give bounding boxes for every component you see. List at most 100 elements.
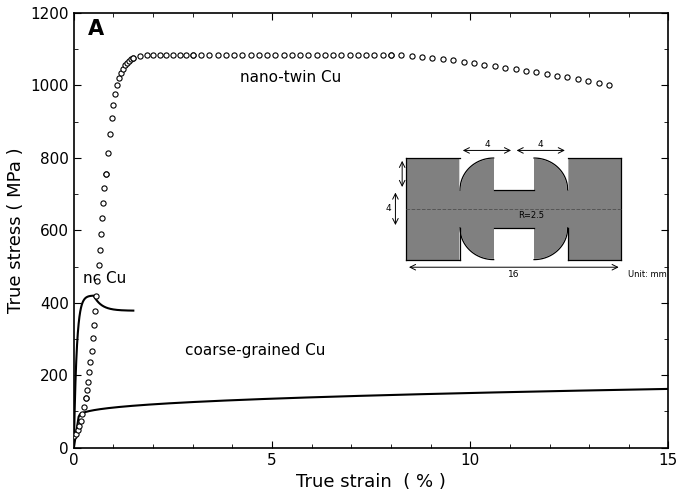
Point xyxy=(128,54,139,62)
Point xyxy=(128,54,139,62)
Point xyxy=(253,51,264,59)
Point xyxy=(141,51,152,59)
Point xyxy=(187,51,198,59)
Point xyxy=(396,51,407,59)
Text: A: A xyxy=(88,19,104,39)
Point xyxy=(469,59,479,67)
Point xyxy=(68,432,79,440)
Point xyxy=(134,52,145,60)
Point xyxy=(122,59,133,67)
Point xyxy=(92,277,103,285)
Point xyxy=(603,81,614,89)
Point xyxy=(77,410,88,418)
Point xyxy=(499,64,510,72)
Point xyxy=(80,393,91,401)
Point xyxy=(104,130,115,138)
Point xyxy=(221,51,232,59)
Point xyxy=(195,51,206,59)
Point xyxy=(91,292,102,300)
Point xyxy=(124,57,135,65)
Point xyxy=(100,170,111,178)
Point xyxy=(80,393,91,401)
Point xyxy=(83,377,94,385)
Point xyxy=(377,51,388,59)
Point xyxy=(126,55,137,63)
Point xyxy=(85,358,96,366)
Point xyxy=(112,81,123,89)
Point xyxy=(489,62,500,70)
Point xyxy=(86,347,97,355)
Point xyxy=(521,67,532,75)
Point xyxy=(108,101,119,109)
Point xyxy=(295,51,306,59)
Point xyxy=(114,74,125,82)
Point xyxy=(270,51,281,59)
Point xyxy=(154,51,165,59)
Point xyxy=(120,61,131,69)
Point xyxy=(593,79,604,87)
Point xyxy=(286,51,297,59)
Point xyxy=(416,53,427,61)
Point xyxy=(353,51,364,59)
Point xyxy=(448,56,459,64)
Point xyxy=(90,307,101,315)
Point xyxy=(79,403,90,411)
Point xyxy=(510,65,521,73)
Point xyxy=(161,51,172,59)
Point xyxy=(102,149,113,157)
Point xyxy=(229,51,240,59)
Point xyxy=(237,51,248,59)
Point xyxy=(438,55,449,63)
Point xyxy=(174,51,185,59)
Point xyxy=(386,51,397,59)
Point xyxy=(262,51,273,59)
Point xyxy=(369,51,380,59)
Point xyxy=(116,69,127,77)
Point xyxy=(541,70,552,78)
Point xyxy=(278,51,289,59)
Point xyxy=(71,430,82,438)
Point xyxy=(327,51,338,59)
Point xyxy=(148,51,159,59)
Point xyxy=(583,77,594,85)
Text: nano-twin Cu: nano-twin Cu xyxy=(240,70,342,85)
Point xyxy=(87,334,98,342)
Point xyxy=(531,68,542,76)
Text: coarse-grained Cu: coarse-grained Cu xyxy=(185,343,325,358)
Point xyxy=(386,51,397,59)
Point xyxy=(95,246,105,253)
Point xyxy=(118,65,129,73)
Point xyxy=(97,214,108,222)
Point xyxy=(82,386,92,394)
Point xyxy=(84,369,95,376)
Point xyxy=(245,51,256,59)
Text: nc Cu: nc Cu xyxy=(83,271,126,286)
Point xyxy=(187,51,198,59)
Point xyxy=(427,54,438,62)
Point xyxy=(406,52,417,60)
Point xyxy=(551,72,562,80)
Point xyxy=(110,90,121,98)
Point xyxy=(311,51,322,59)
Point xyxy=(479,61,490,69)
Point xyxy=(319,51,330,59)
Point xyxy=(344,51,355,59)
Point xyxy=(95,230,106,238)
Point xyxy=(336,51,347,59)
Point xyxy=(106,114,117,122)
Point xyxy=(303,51,314,59)
Point xyxy=(167,51,178,59)
Point xyxy=(74,422,85,430)
Point xyxy=(361,51,372,59)
Point xyxy=(100,170,111,178)
Point xyxy=(99,184,110,192)
Y-axis label: True stress ( MPa ): True stress ( MPa ) xyxy=(7,147,25,313)
Point xyxy=(98,199,109,207)
Point xyxy=(573,75,584,83)
Point xyxy=(212,51,223,59)
Point xyxy=(204,51,215,59)
Point xyxy=(181,51,192,59)
X-axis label: True strain  ( % ): True strain ( % ) xyxy=(296,473,446,491)
Point xyxy=(72,426,83,434)
Point xyxy=(562,73,573,81)
